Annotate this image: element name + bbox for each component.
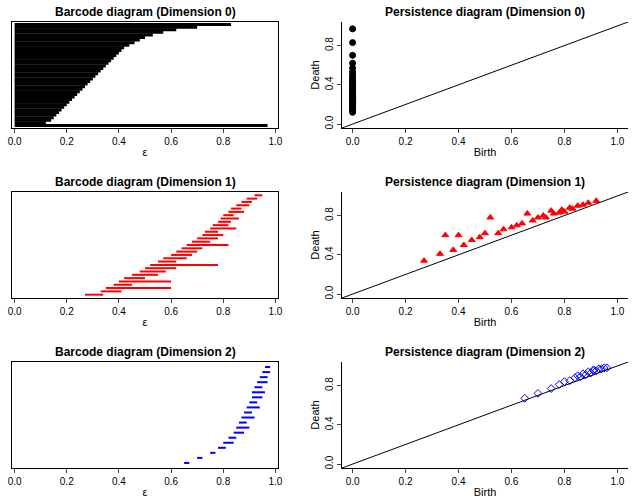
svg-text:0.4: 0.4	[324, 76, 335, 90]
svg-text:1.0: 1.0	[268, 476, 282, 487]
svg-text:0.8: 0.8	[557, 136, 571, 147]
svg-text:Death: Death	[309, 400, 321, 429]
svg-text:0.0: 0.0	[324, 115, 335, 129]
svg-text:0.6: 0.6	[505, 136, 519, 147]
svg-text:Barcode diagram (Dimension 1): Barcode diagram (Dimension 1)	[55, 175, 236, 189]
svg-text:0.6: 0.6	[505, 306, 519, 317]
svg-text:0.2: 0.2	[399, 306, 413, 317]
svg-text:0.2: 0.2	[399, 136, 413, 147]
svg-text:0.2: 0.2	[399, 476, 413, 487]
svg-text:0.4: 0.4	[324, 416, 335, 430]
svg-text:Birth: Birth	[474, 316, 497, 328]
svg-text:0.4: 0.4	[112, 306, 126, 317]
svg-text:0.8: 0.8	[324, 207, 335, 221]
svg-text:0.6: 0.6	[164, 306, 178, 317]
svg-text:0.0: 0.0	[8, 476, 22, 487]
svg-text:0.0: 0.0	[346, 476, 360, 487]
svg-text:ε: ε	[143, 316, 148, 328]
svg-text:1.0: 1.0	[610, 306, 624, 317]
svg-text:1.0: 1.0	[610, 476, 624, 487]
svg-text:Barcode diagram (Dimension 2): Barcode diagram (Dimension 2)	[55, 345, 236, 359]
svg-text:1.0: 1.0	[268, 136, 282, 147]
svg-text:Barcode diagram (Dimension 0): Barcode diagram (Dimension 0)	[55, 5, 236, 19]
svg-text:Death: Death	[309, 230, 321, 259]
svg-text:ε: ε	[143, 486, 148, 498]
svg-text:Persistence diagram (Dimension: Persistence diagram (Dimension 2)	[385, 345, 585, 359]
svg-text:0.4: 0.4	[112, 476, 126, 487]
svg-text:0.0: 0.0	[8, 136, 22, 147]
svg-text:0.6: 0.6	[164, 476, 178, 487]
svg-text:0.0: 0.0	[324, 455, 335, 469]
svg-text:0.8: 0.8	[216, 476, 230, 487]
svg-text:0.8: 0.8	[216, 306, 230, 317]
svg-text:0.4: 0.4	[112, 136, 126, 147]
svg-text:0.0: 0.0	[324, 285, 335, 299]
svg-text:0.8: 0.8	[216, 136, 230, 147]
svg-text:0.8: 0.8	[557, 476, 571, 487]
svg-text:0.0: 0.0	[346, 136, 360, 147]
svg-text:Birth: Birth	[474, 146, 497, 158]
svg-text:0.0: 0.0	[8, 306, 22, 317]
svg-text:0.0: 0.0	[346, 306, 360, 317]
svg-text:1.0: 1.0	[610, 136, 624, 147]
svg-text:Death: Death	[309, 60, 321, 89]
svg-text:0.4: 0.4	[452, 306, 466, 317]
svg-text:1.0: 1.0	[268, 306, 282, 317]
svg-text:0.4: 0.4	[452, 476, 466, 487]
svg-text:0.8: 0.8	[324, 37, 335, 51]
svg-text:ε: ε	[143, 146, 148, 158]
svg-text:0.4: 0.4	[324, 246, 335, 260]
svg-text:Birth: Birth	[474, 486, 497, 498]
svg-text:Persistence diagram (Dimension: Persistence diagram (Dimension 0)	[385, 5, 585, 19]
svg-text:0.4: 0.4	[452, 136, 466, 147]
svg-text:0.6: 0.6	[164, 136, 178, 147]
svg-text:0.2: 0.2	[60, 136, 74, 147]
svg-text:0.8: 0.8	[557, 306, 571, 317]
svg-text:0.6: 0.6	[505, 476, 519, 487]
svg-text:0.2: 0.2	[60, 476, 74, 487]
svg-text:0.2: 0.2	[60, 306, 74, 317]
svg-text:0.8: 0.8	[324, 377, 335, 391]
svg-text:Persistence diagram (Dimension: Persistence diagram (Dimension 1)	[385, 175, 585, 189]
